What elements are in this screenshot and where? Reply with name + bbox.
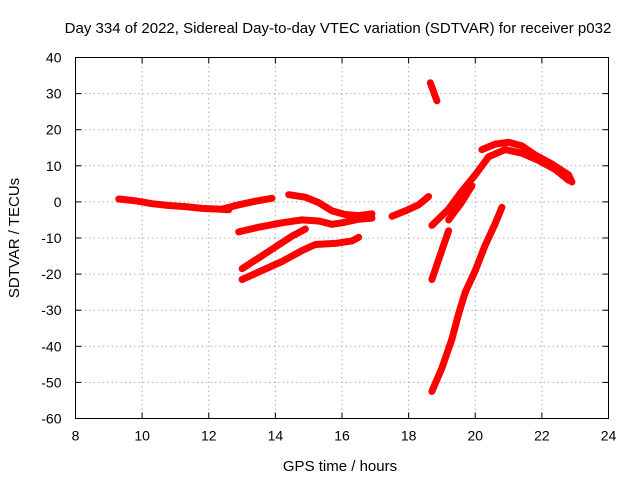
series-arc-4 bbox=[285, 191, 376, 220]
series-arc-5 bbox=[238, 225, 309, 273]
y-tick-label: 20 bbox=[46, 122, 62, 138]
x-tick-label: 14 bbox=[268, 428, 284, 444]
x-tick-label: 24 bbox=[601, 428, 617, 444]
series-arc-10 bbox=[445, 182, 476, 224]
chart-title: Day 334 of 2022, Sidereal Day-to-day VTE… bbox=[65, 20, 612, 37]
series-arc-1 bbox=[115, 195, 233, 214]
y-tick-label: -40 bbox=[41, 338, 61, 354]
series-arc-11 bbox=[478, 138, 576, 186]
series-arc-3 bbox=[235, 214, 376, 236]
y-tick-label: -20 bbox=[41, 266, 61, 282]
series-arc-7 bbox=[388, 193, 433, 220]
y-tick-label: -50 bbox=[41, 374, 61, 390]
x-tick-label: 10 bbox=[134, 428, 150, 444]
series-arc-2 bbox=[218, 194, 276, 213]
series-arc-6 bbox=[238, 233, 363, 283]
y-tick-label: -30 bbox=[41, 302, 61, 318]
x-tick-label: 22 bbox=[534, 428, 550, 444]
x-tick-label: 12 bbox=[201, 428, 217, 444]
x-tick-label: 18 bbox=[401, 428, 417, 444]
y-axis-label: SDTVAR / TECUs bbox=[6, 178, 23, 298]
series-arc-13 bbox=[428, 203, 506, 395]
y-tick-label: 0 bbox=[54, 194, 62, 210]
x-tick-label: 8 bbox=[72, 428, 80, 444]
series-arc-8 bbox=[426, 79, 441, 105]
axis-ticks: 8 10 12 14 16 18 20 22 24 -60 -50 -40 -30 -20 -10 0 10 20… bbox=[41, 50, 616, 444]
y-tick-label: 30 bbox=[46, 86, 62, 102]
y-tick-label: -10 bbox=[41, 230, 61, 246]
series-arc-12 bbox=[428, 227, 453, 283]
data-series bbox=[115, 79, 576, 395]
grid-lines bbox=[75, 57, 609, 419]
y-tick-label: -60 bbox=[41, 411, 61, 427]
y-tick-label: 10 bbox=[46, 158, 62, 174]
x-tick-label: 20 bbox=[467, 428, 483, 444]
y-tick-label: 40 bbox=[46, 50, 62, 66]
x-axis-label: GPS time / hours bbox=[283, 458, 397, 475]
x-tick-label: 16 bbox=[334, 428, 350, 444]
